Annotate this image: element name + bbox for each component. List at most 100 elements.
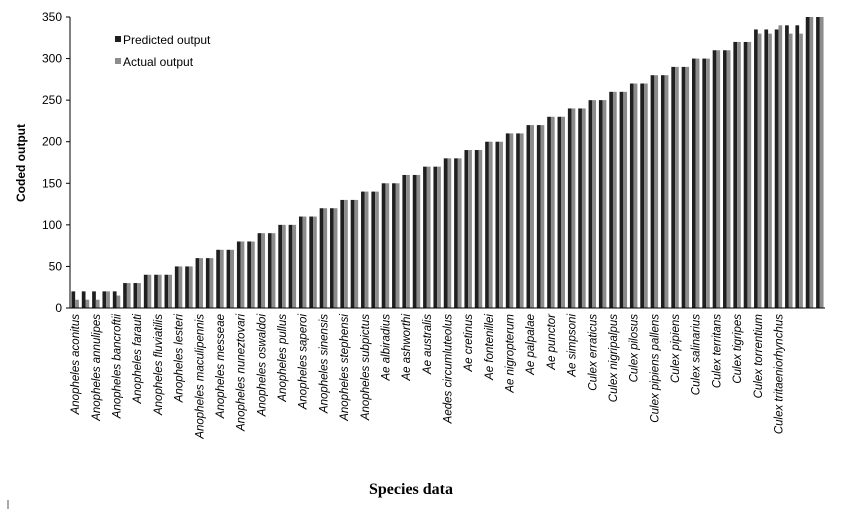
bar-actual — [633, 83, 638, 308]
bar-predicted — [774, 29, 779, 308]
x-tick-label: Culex tritaeniorhynchus — [773, 314, 785, 434]
bar-actual — [768, 33, 772, 308]
bar-predicted — [278, 224, 283, 308]
bar-predicted — [92, 291, 96, 308]
bar-actual — [737, 41, 741, 308]
bar-predicted — [795, 25, 800, 309]
x-tick-label: Culex nigripalpus — [608, 314, 620, 402]
x-tick-label: Anopheles messeae — [215, 314, 227, 419]
bar-actual — [333, 208, 338, 308]
bar-predicted — [319, 208, 324, 308]
bar-predicted — [723, 50, 727, 308]
bar-actual — [706, 58, 710, 309]
legend-swatch-actual — [115, 58, 121, 64]
bar-predicted — [557, 116, 562, 309]
bar-predicted — [474, 150, 479, 308]
bar-predicted — [81, 291, 86, 308]
x-axis-title: Species data — [369, 481, 453, 498]
bar-predicted — [185, 266, 189, 308]
bar-actual — [395, 183, 400, 308]
bar-actual — [675, 66, 679, 308]
x-tick-label: Ae punctor — [546, 313, 558, 371]
bar-predicted — [547, 116, 551, 309]
bar-actual — [375, 191, 379, 308]
bar-actual — [488, 141, 493, 308]
x-tick-label: Anopheles maculipennis — [194, 314, 206, 440]
bar-actual — [199, 258, 204, 308]
x-tick-label: Ae nigropterum — [505, 314, 517, 394]
bar-predicted — [371, 191, 376, 308]
bar-actual — [230, 249, 235, 308]
x-tick-label: Anopheles lesteri — [174, 314, 186, 404]
y-tick-label: 100 — [42, 218, 62, 232]
bar-actual — [416, 174, 421, 308]
bar-actual — [623, 91, 628, 308]
bar-predicted — [650, 75, 655, 308]
bar-predicted — [330, 208, 334, 308]
bar-actual — [178, 266, 183, 308]
bar-actual — [116, 295, 121, 308]
bar-predicted — [143, 274, 148, 308]
x-tick-label: Anopheles bancroftii — [112, 314, 124, 420]
bar-predicted — [195, 258, 200, 308]
x-tick-label: Ae ashworthi — [401, 314, 413, 382]
bar-actual — [147, 274, 152, 308]
bar-predicted — [123, 283, 127, 308]
bar-actual — [819, 17, 824, 308]
bar-predicted — [236, 241, 241, 308]
x-tick-labels: Anopheles aconitus Anopheles annulipes Ano… — [70, 313, 785, 440]
bar-predicted — [733, 41, 738, 308]
bar-actual — [809, 17, 814, 308]
bar-predicted — [619, 91, 624, 308]
bar-predicted — [205, 258, 210, 308]
bar-predicted — [102, 291, 107, 308]
bar-actual — [581, 108, 586, 308]
x-tick-label: Culex territans — [711, 314, 723, 388]
bar-predicted — [257, 233, 262, 308]
bar-actual — [75, 299, 79, 308]
bar-actual — [354, 199, 359, 308]
bar-actual — [168, 274, 172, 308]
bar-actual — [726, 50, 731, 308]
bar-predicted — [402, 174, 407, 308]
bar-predicted — [536, 125, 541, 308]
bar-predicted — [298, 216, 303, 308]
bar-predicted — [754, 29, 758, 308]
bar-predicted — [764, 29, 769, 308]
bar-predicted — [443, 158, 448, 308]
bar-predicted — [505, 133, 510, 308]
x-tick-label: Ae fontenillei — [484, 314, 496, 381]
bar-actual — [426, 166, 431, 308]
bar-predicted — [660, 75, 665, 308]
bar-predicted — [816, 17, 820, 308]
y-tick-label: 150 — [42, 176, 62, 190]
bar-actual — [716, 50, 721, 308]
y-tick-label: 250 — [42, 93, 62, 107]
x-tick-label: Anopheles saperoi — [298, 314, 310, 411]
bar-actual — [685, 66, 690, 308]
x-tick-label: Ae simpsoni — [567, 314, 579, 378]
legend-label-predicted: Predicted output — [123, 33, 211, 47]
bar-predicted — [516, 133, 520, 308]
bar-predicted — [567, 108, 572, 308]
bar-actual — [612, 91, 617, 308]
x-tick-label: Ae albiradius — [380, 314, 392, 382]
bar-predicted — [154, 274, 158, 308]
bar-actual — [261, 233, 266, 308]
bar-actual — [106, 291, 110, 308]
bar-predicted — [702, 58, 707, 309]
bar-predicted — [288, 224, 293, 308]
y-tick-label: 300 — [42, 52, 62, 66]
bar-actual — [799, 33, 803, 308]
x-tick-label: Anopheles subpictus — [360, 314, 372, 421]
bar-actual — [747, 41, 752, 308]
bar-actual — [561, 116, 565, 309]
x-tick-label: Anopheles nuneztovari — [236, 314, 248, 432]
bar-predicted — [526, 125, 531, 308]
bar-actual — [437, 166, 441, 308]
bar-actual — [271, 233, 276, 308]
y-tick-label: 350 — [42, 10, 62, 24]
bar-actual — [323, 208, 328, 308]
bar-actual — [602, 100, 607, 309]
bar-actual — [757, 33, 762, 308]
